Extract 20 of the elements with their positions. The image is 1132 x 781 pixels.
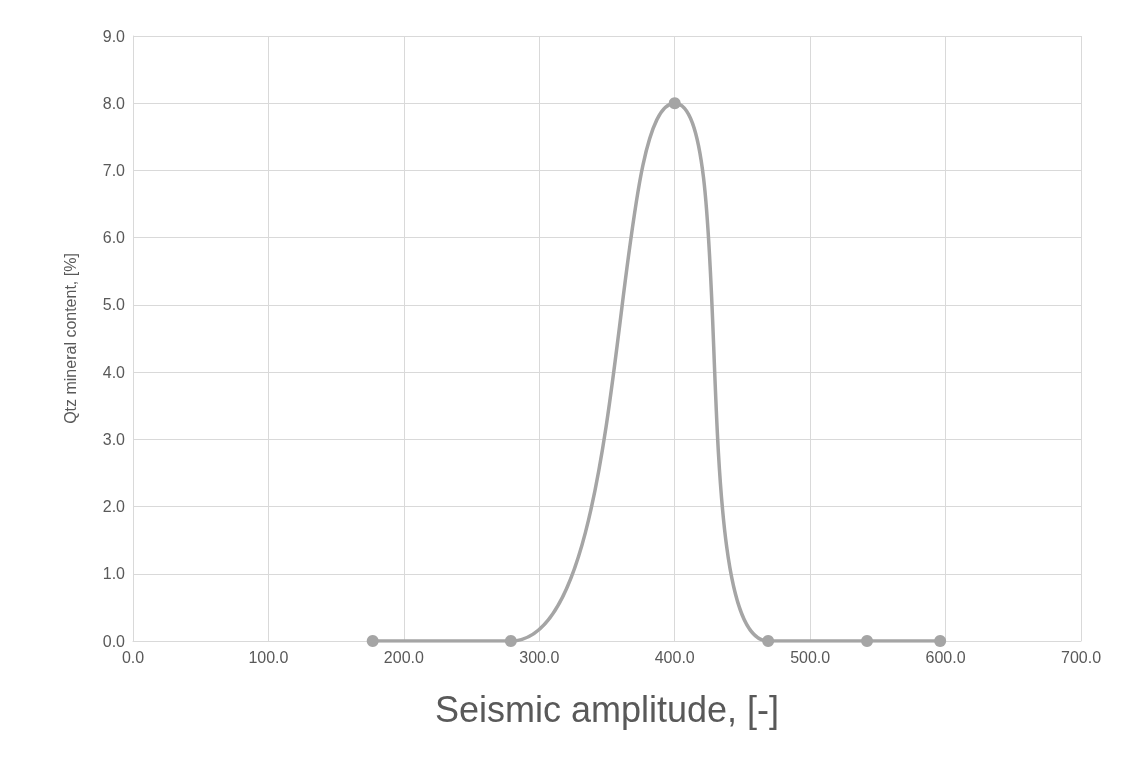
y-tick-label: 8.0 [102, 94, 126, 112]
y-tick-label: 7.0 [102, 161, 126, 179]
y-tick-label: 2.0 [102, 498, 126, 516]
y-tick-label: 9.0 [102, 27, 126, 45]
x-tick-label: 600.0 [925, 648, 966, 666]
y-tick-label: 4.0 [102, 363, 126, 381]
y-axis-title: Qtz mineral content, [%] [61, 253, 79, 424]
x-tick-label: 0.0 [121, 648, 145, 666]
y-tick-label: 1.0 [102, 565, 126, 583]
x-axis-title: Seismic amplitude, [-] [434, 688, 780, 730]
x-tick-label: 400.0 [654, 648, 695, 666]
x-tick-label: 700.0 [1060, 648, 1102, 666]
y-tick-label: 0.0 [102, 632, 126, 650]
x-tick-label: 200.0 [383, 648, 424, 666]
x-tick-label: 100.0 [248, 648, 289, 666]
y-tick-label: 5.0 [102, 296, 126, 314]
x-tick-label: 500.0 [790, 648, 831, 666]
x-tick-label: 300.0 [519, 648, 560, 666]
y-tick-label: 3.0 [102, 430, 126, 448]
y-tick-label: 6.0 [102, 229, 126, 247]
